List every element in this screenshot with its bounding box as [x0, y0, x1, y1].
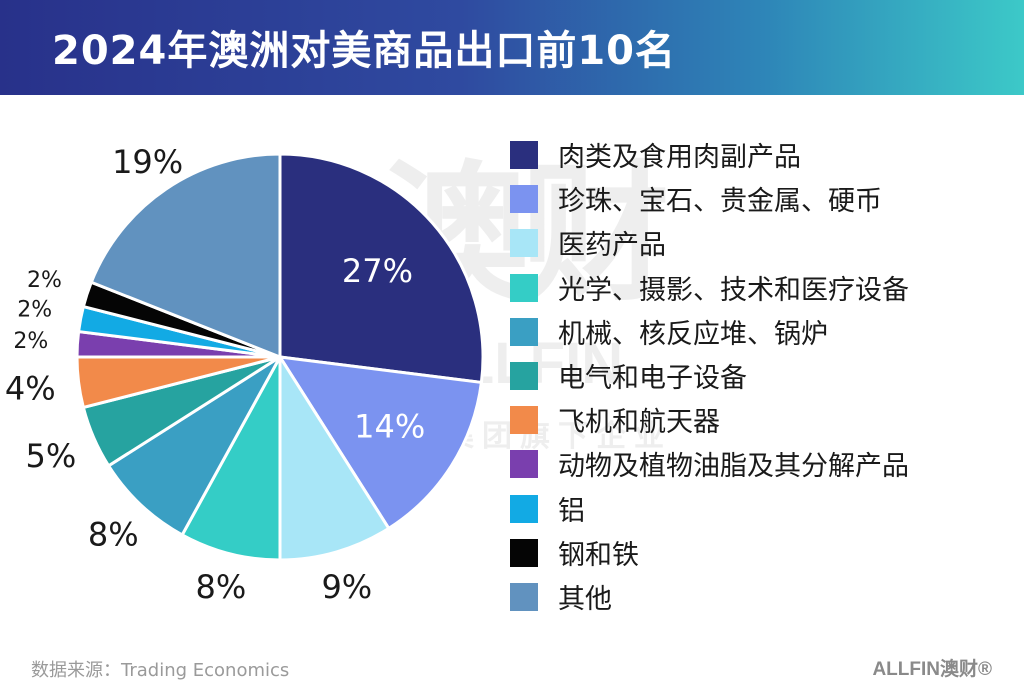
legend-swatch: [510, 361, 538, 390]
legend-label: 飞机和航天器: [558, 407, 720, 439]
legend-item: 光学、摄影、技术和医疗设备: [510, 266, 1010, 310]
slice-label: 4%: [5, 370, 56, 408]
legend-swatch: [510, 406, 538, 435]
legend-item: 其他: [510, 575, 1010, 619]
pie-slice: [180, 356, 282, 562]
slice-label: 5%: [25, 437, 76, 475]
slice-label: 2%: [17, 298, 52, 323]
slice-label: 2%: [27, 268, 62, 293]
slice-label: 2%: [13, 329, 48, 354]
legend-swatch: [510, 317, 538, 346]
slice-label: 8%: [196, 568, 247, 606]
legend-label: 铝: [558, 495, 585, 527]
chart-title: 2024年澳洲对美商品出口前10名: [52, 28, 676, 74]
slice-label: 14%: [354, 408, 425, 446]
slice-label: 8%: [88, 516, 139, 554]
pie-slice: [277, 355, 484, 531]
pie-chart: 27% 14% 9% 8% 8% 5% 4% 2% 2% 2% 19%: [5, 143, 485, 606]
legend-item: 飞机和航天器: [510, 398, 1010, 442]
header-banner: 2024年澳洲对美商品出口前10名: [0, 0, 1024, 95]
legend-item: 机械、核反应堆、锅炉: [510, 310, 1010, 354]
legend-label: 珍珠、宝石、贵金属、硬币: [558, 186, 882, 218]
legend-label: 钢和铁: [558, 539, 639, 571]
legend-label: 动物及植物油脂及其分解产品: [558, 451, 909, 483]
data-source: 数据来源：Trading Economics: [31, 660, 290, 681]
legend-item: 动物及植物油脂及其分解产品: [510, 442, 1010, 486]
legend-swatch: [510, 229, 538, 258]
legend-swatch: [510, 450, 538, 479]
pie-slice: [89, 152, 282, 360]
legend-label: 机械、核反应堆、锅炉: [558, 318, 828, 350]
legend-item: 医药产品: [510, 221, 1010, 265]
legend-item: 珍珠、宝石、贵金属、硬币: [510, 177, 1010, 221]
pie-slice: [278, 351, 391, 562]
legend-swatch: [510, 141, 538, 169]
legend-label: 光学、摄影、技术和医疗设备: [558, 274, 909, 306]
pie-slice: [106, 355, 282, 537]
legend-item: 铝: [510, 487, 1010, 531]
legend-swatch: [510, 494, 538, 523]
legend-item: 肉类及食用肉副产品: [510, 133, 1010, 177]
legend-swatch: [510, 273, 538, 302]
legend-label: 其他: [558, 583, 612, 615]
legend-label: 电气和电子设备: [558, 362, 747, 394]
slice-label: 27%: [342, 252, 413, 290]
brand-logo: ALLFIN澳财®: [872, 659, 992, 680]
legend-swatch: [510, 185, 538, 214]
chart-legend: 肉类及食用肉副产品珍珠、宝石、贵金属、硬币 医药产品光学、摄影、技术和医疗设备 机械…: [510, 133, 1010, 619]
pie-slice: [278, 152, 485, 385]
legend-swatch: [510, 582, 538, 611]
slice-label: 19%: [112, 143, 183, 181]
legend-item: 电气和电子设备: [510, 354, 1010, 398]
slice-label: 9%: [321, 568, 372, 606]
legend-swatch: [510, 538, 538, 567]
legend-label: 医药产品: [558, 230, 666, 262]
legend-label: 肉类及食用肉副产品: [558, 142, 801, 173]
legend-item: 钢和铁: [510, 531, 1010, 575]
